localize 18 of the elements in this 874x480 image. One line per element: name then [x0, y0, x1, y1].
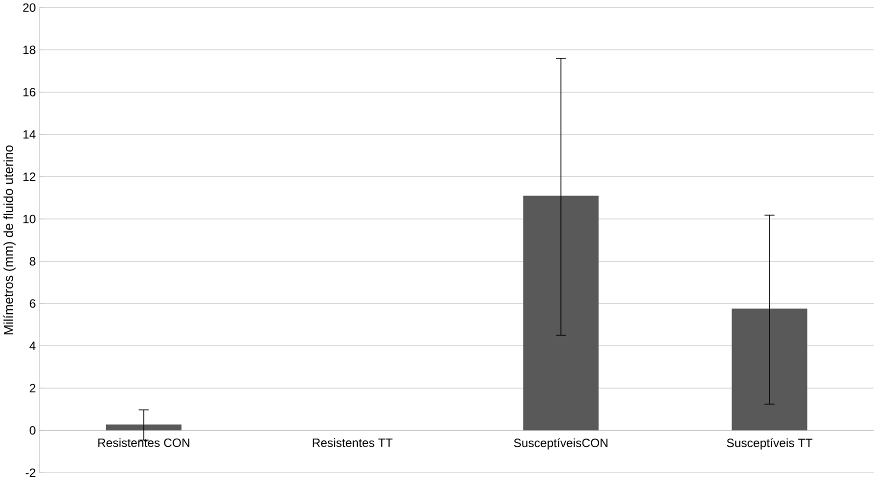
y-tick-label: 4 — [30, 342, 36, 350]
y-tick-label: 12 — [23, 172, 36, 181]
y-tick-label: 6 — [30, 299, 36, 308]
y-tick-label: -2 — [26, 468, 36, 477]
y-tick-label: 10 — [23, 214, 36, 224]
y-tick-label: 8 — [30, 256, 36, 266]
y-tick-label: 2 — [30, 384, 36, 392]
y-tick-label: 0 — [30, 426, 36, 435]
y-tick-label: 16 — [23, 88, 36, 96]
x-tick-label: SusceptíveisCON — [514, 438, 608, 450]
y-tick-label: 18 — [23, 46, 36, 54]
x-tick-label: Resistentes TT — [312, 438, 392, 447]
y-tick-label: 14 — [23, 130, 36, 138]
x-tick-label: Susceptíveis TT — [726, 438, 812, 450]
y-tick-label: 20 — [23, 3, 36, 12]
bar — [106, 424, 182, 430]
x-tick-label: Resistentes CON — [98, 438, 190, 447]
y-axis-title: Milímetros (mm) de fluido uterino — [3, 145, 16, 334]
